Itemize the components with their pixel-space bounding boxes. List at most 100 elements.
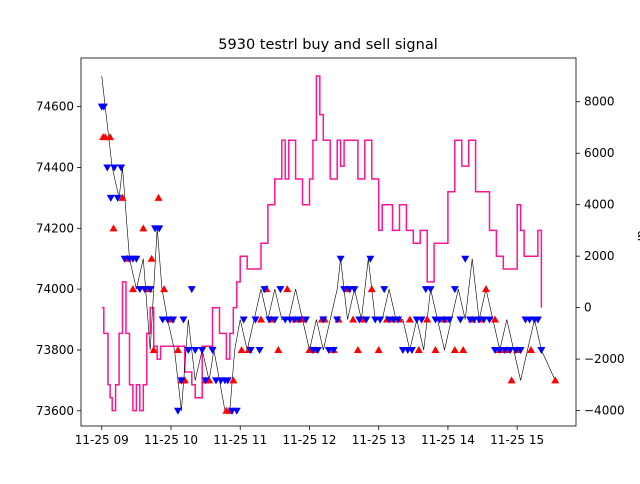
right-axis-label-fragment: al (635, 231, 640, 242)
y-left-tick-label: 74400 (36, 160, 74, 174)
sell-signal-marker (533, 316, 542, 324)
buy-signal-marker (283, 285, 292, 293)
buy-signal-marker (257, 315, 265, 323)
buy-signal-marker (139, 224, 148, 232)
y-left-tick-label: 74600 (36, 100, 74, 114)
sell-signal-marker (198, 346, 207, 354)
buy-signal-marker (353, 345, 362, 353)
sell-signal-marker (516, 346, 525, 354)
sell-signal-marker (113, 194, 122, 202)
y-left-tick-label: 73800 (36, 343, 74, 357)
buy-signal-marker (527, 345, 535, 353)
sell-signal-marker (251, 316, 260, 324)
buy-signal-marker (237, 345, 246, 353)
sell-signal-marker (177, 377, 186, 385)
sell-signal-marker (255, 346, 264, 354)
x-tick-label: 11-25 09 (75, 433, 129, 447)
sell-signal-marker (500, 346, 509, 354)
y-left-tick-label: 74000 (36, 282, 74, 296)
buy-signal-marker (106, 133, 115, 141)
sell-signal-marker (223, 377, 232, 385)
sell-signal-marker (146, 286, 155, 294)
sell-signal-marker (169, 316, 178, 324)
sell-signal-marker (179, 316, 188, 324)
x-tick-label: 11-25 13 (352, 433, 406, 447)
sell-signal-marker (333, 316, 342, 324)
sell-signal-marker (329, 346, 338, 354)
sell-signal-marker (350, 286, 359, 294)
buy-signal-marker (491, 315, 499, 323)
buy-signal-marker (149, 345, 158, 353)
sell-signal-marker (376, 316, 385, 324)
buy-signal-marker (128, 285, 137, 293)
buy-signal-marker (405, 315, 414, 323)
sell-signal-marker (208, 346, 217, 354)
sell-signal-marker (295, 316, 304, 324)
sell-signal-marker (355, 316, 364, 324)
buy-signal-marker (109, 224, 118, 232)
buy-signal-marker (507, 376, 516, 384)
sell-signal-marker (239, 316, 248, 324)
buy-signal-marker (173, 345, 182, 353)
x-tick-label: 11-25 11 (213, 433, 267, 447)
x-tick-label: 11-25 15 (490, 433, 544, 447)
y-right-tick-label: −4000 (584, 404, 625, 418)
sell-signal-marker (184, 346, 193, 354)
y-right-tick-label: 6000 (584, 146, 615, 160)
buy-signal-marker (147, 254, 156, 262)
signal-line (101, 75, 543, 412)
sell-signal-marker (340, 286, 349, 294)
buy-signal-marker (551, 376, 560, 384)
buy-signal-marker (118, 193, 127, 201)
y-right-tick-label: 8000 (584, 95, 615, 109)
sell-signal-marker (537, 346, 546, 354)
sell-signal-marker (417, 316, 426, 324)
sell-signal-marker (336, 255, 345, 263)
sell-signal-marker (260, 286, 269, 294)
buy-signal-marker (274, 345, 283, 353)
sell-signal-marker (276, 286, 285, 294)
y-left-tick-label: 74200 (36, 221, 74, 235)
buy-signal-marker (374, 345, 383, 353)
sell-signal-marker (232, 407, 241, 415)
sell-signal-marker (362, 316, 371, 324)
sell-signal-marker (163, 316, 172, 324)
sell-signal-marker (485, 316, 494, 324)
sell-signal-marker (103, 164, 112, 172)
sell-signal-marker (265, 316, 274, 324)
y-right-tick-label: 0 (584, 301, 592, 315)
sell-signal-marker (106, 194, 115, 202)
buy-signal-marker (482, 285, 490, 293)
sell-signal-marker (246, 346, 255, 354)
sell-signal-marker (132, 255, 141, 263)
sell-signal-marker (155, 225, 164, 233)
sell-signal-marker (117, 164, 126, 172)
sell-signal-marker (302, 316, 310, 324)
sell-signal-marker (479, 316, 488, 324)
x-tick-label: 11-25 14 (421, 433, 475, 447)
plot-frame (80, 57, 577, 427)
sell-signal-marker (191, 346, 200, 354)
sell-signal-marker (445, 316, 454, 324)
sell-signal-marker (319, 316, 328, 324)
sell-signal-marker (366, 255, 375, 263)
sell-signal-marker (140, 286, 149, 294)
sell-signal-marker (110, 164, 119, 172)
y-right-tick-label: 4000 (584, 198, 615, 212)
sell-signal-marker (394, 316, 403, 324)
buy-signal-marker (160, 285, 169, 293)
sell-signal-marker (270, 316, 279, 324)
plot-area (97, 75, 560, 415)
y-right-tick-label: −2000 (584, 352, 625, 366)
buy-signal-marker (229, 376, 238, 384)
buy-signal-marker (450, 345, 459, 353)
price-line (101, 76, 556, 412)
buy-signal-marker (431, 345, 440, 353)
sell-signal-marker (313, 346, 322, 354)
sell-signal-marker (456, 316, 465, 324)
y-right-tick-label: 2000 (584, 249, 615, 263)
x-tick-label: 11-25 12 (282, 433, 336, 447)
sell-signal-marker (426, 286, 435, 294)
sell-signal-marker (461, 255, 470, 263)
